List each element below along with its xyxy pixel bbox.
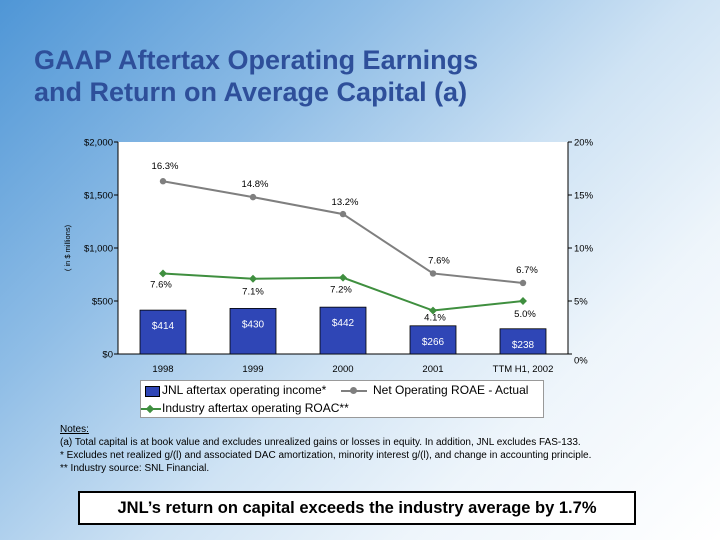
x-tick-label: 1998 (152, 364, 173, 375)
notes: Notes: (a) Total capital is at book valu… (60, 423, 700, 475)
roae-point (339, 210, 347, 218)
bar (409, 325, 457, 355)
bar (319, 306, 367, 355)
industry-data-label: 7.2% (330, 285, 352, 296)
industry-data-label: 7.6% (150, 279, 172, 290)
bar-data-label: $430 (242, 319, 265, 330)
legend-bar-swatch (145, 386, 160, 397)
right-tick-label: 0% (574, 356, 588, 367)
title-line-1: GAAP Aftertax Operating Earnings (34, 45, 479, 75)
industry-point (519, 297, 527, 305)
title-line-2: and Return on Average Capital (a) (34, 77, 468, 107)
slide-title: GAAP Aftertax Operating Earnings and Ret… (34, 44, 634, 108)
industry-point (159, 269, 167, 278)
x-tick-label: 2001 (422, 364, 443, 375)
roae-point (249, 193, 257, 201)
notes-heading: Notes: (60, 424, 89, 435)
legend-industry-marker (145, 404, 155, 414)
industry-data-label: 7.1% (242, 287, 264, 298)
bar-data-label: $414 (152, 321, 175, 332)
note-star: * Excludes net realized g/(l) and associ… (60, 450, 592, 461)
note-double-star: ** Industry source: SNL Financial. (60, 463, 210, 474)
roae-point (159, 178, 167, 185)
right-tick-label: 5% (574, 297, 588, 308)
left-tick-label: $500 (92, 297, 113, 308)
legend-roae-label: Net Operating ROAE - Actual (373, 383, 529, 397)
industry-data-label: 4.1% (424, 313, 446, 324)
roae-data-label: 16.3% (152, 161, 179, 172)
roae-data-label: 7.6% (428, 255, 450, 266)
legend-bar-label: JNL aftertax operating income* (162, 383, 327, 397)
roae-point (519, 279, 527, 287)
legend-industry-label: Industry aftertax operating ROAC** (162, 401, 349, 415)
roae-data-label: 13.2% (332, 197, 359, 208)
bar (499, 328, 547, 355)
bar (139, 309, 187, 355)
right-tick-label: 10% (574, 244, 594, 255)
roae-data-label: 6.7% (516, 265, 538, 276)
right-tick-label: 15% (574, 191, 594, 202)
legend-roae-marker (350, 387, 357, 394)
bar-data-label: $266 (422, 337, 445, 348)
x-tick-label: TTM H1, 2002 (493, 364, 554, 375)
industry-data-label: 5.0% (514, 309, 536, 320)
legend: JNL aftertax operating income* Net Opera… (140, 380, 544, 418)
left-tick-label: $1,500 (84, 191, 113, 202)
summary-banner: JNL’s return on capital exceeds the indu… (78, 491, 636, 525)
bar (229, 308, 277, 355)
right-tick-label: 20% (574, 138, 594, 149)
left-tick-label: $2,000 (84, 138, 113, 149)
industry-point (249, 274, 257, 283)
x-tick-label: 1999 (242, 364, 263, 375)
note-a: (a) Total capital is at book value and e… (60, 437, 581, 448)
industry-point (339, 273, 347, 282)
left-tick-label: $0 (102, 350, 113, 361)
left-axis-title: ( in $ millions) (63, 224, 72, 271)
bar-data-label: $442 (332, 318, 355, 329)
roae-point (429, 270, 437, 277)
x-tick-label: 2000 (332, 364, 353, 375)
roae-data-label: 14.8% (242, 179, 269, 190)
left-tick-label: $1,000 (84, 244, 113, 255)
bar-data-label: $238 (512, 340, 535, 351)
industry-point (429, 306, 437, 315)
